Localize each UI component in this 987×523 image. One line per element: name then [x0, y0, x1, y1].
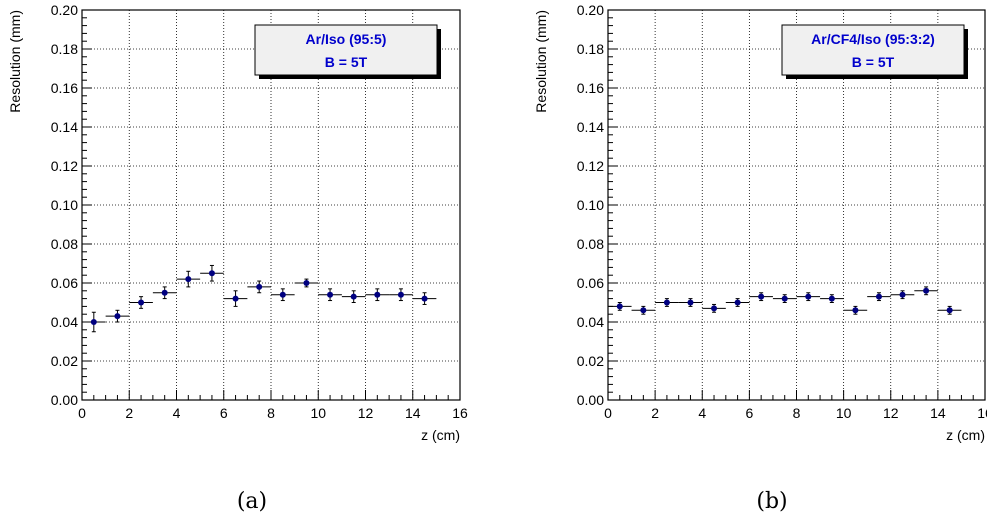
- y-tick-label: 0.08: [577, 236, 604, 252]
- panel-label: (a): [237, 489, 267, 514]
- data-point: [303, 280, 310, 286]
- data-point: [90, 319, 97, 325]
- legend-line-field: B = 5T: [852, 54, 895, 70]
- data-point: [640, 307, 647, 314]
- y-tick-label: 0.14: [51, 119, 78, 135]
- x-tick-label: 6: [745, 405, 753, 421]
- y-tick-label: 0.18: [51, 41, 78, 57]
- panel-label: (b): [756, 489, 787, 514]
- y-tick-label: 0.10: [577, 197, 604, 213]
- y-tick-label: 0.06: [577, 275, 604, 291]
- x-tick-label: 14: [930, 405, 946, 421]
- y-tick-label: 0.12: [51, 158, 78, 174]
- y-tick-label: 0.08: [51, 236, 78, 252]
- y-tick-label: 0.02: [51, 353, 78, 369]
- data-point: [256, 283, 263, 290]
- x-tick-label: 14: [405, 405, 421, 421]
- y-tick-label: 0.16: [51, 80, 78, 96]
- data-point: [663, 299, 670, 306]
- x-tick-label: 8: [793, 405, 801, 421]
- data-point: [875, 293, 882, 300]
- x-tick-label: 10: [836, 405, 852, 421]
- x-tick-label: 16: [452, 405, 468, 421]
- data-point: [421, 295, 428, 302]
- chart-panel-a: 0 2 4 6 8 10 12 14 16 0.00 0.02 0.04 0.06 0.08 0.10 0.1…: [7, 2, 468, 514]
- data-point: [114, 313, 121, 320]
- data-point: [781, 295, 788, 302]
- plot-frame: [607, 9, 986, 401]
- x-tick-label: 0: [604, 405, 612, 421]
- data-point: [946, 307, 953, 314]
- data-point: [616, 303, 623, 310]
- y-tick-label: 0.04: [51, 314, 78, 330]
- legend-box: [254, 24, 438, 76]
- x-tick-label: 16: [977, 405, 987, 421]
- x-tick-label: 8: [267, 405, 275, 421]
- x-tick-label: 4: [698, 405, 706, 421]
- x-axis-title: z (cm): [421, 427, 460, 443]
- data-point: [828, 295, 835, 302]
- y-tick-label: 0.04: [577, 314, 604, 330]
- y-tick-label: 0.14: [577, 119, 604, 135]
- x-tick-label: 6: [220, 405, 228, 421]
- data-point: [138, 299, 145, 306]
- y-tick-label: 0.16: [577, 80, 604, 96]
- x-tick-label: 12: [883, 405, 899, 421]
- data-point: [208, 270, 215, 277]
- y-tick-label: 0.10: [51, 197, 78, 213]
- legend-line-gas: Ar/CF4/Iso (95:3:2): [811, 31, 935, 47]
- x-tick-label: 2: [125, 405, 133, 421]
- data-point: [350, 293, 357, 300]
- y-tick-label: 0.18: [577, 41, 604, 57]
- x-tick-label: 0: [78, 405, 86, 421]
- data-point: [232, 295, 239, 302]
- legend-box: [781, 24, 965, 76]
- y-tick-label: 0.20: [577, 2, 604, 18]
- legend-line-field: B = 5T: [325, 54, 368, 70]
- y-tick-label: 0.12: [577, 158, 604, 174]
- data-point: [711, 305, 718, 312]
- data-point: [397, 291, 404, 298]
- x-axis-title: z (cm): [946, 427, 985, 443]
- x-tick-label: 4: [173, 405, 181, 421]
- y-tick-label: 0.00: [577, 392, 604, 408]
- y-tick-label: 0.20: [51, 2, 78, 18]
- data-point: [374, 291, 381, 298]
- data-point: [279, 291, 286, 298]
- data-point: [923, 287, 930, 294]
- data-point: [734, 299, 741, 306]
- y-tick-label: 0.00: [51, 392, 78, 408]
- data-point: [852, 307, 859, 314]
- x-tick-label: 12: [358, 405, 374, 421]
- data-point: [327, 291, 334, 298]
- y-axis-title: Resolution (mm): [533, 10, 549, 113]
- chart-panel-b: 0 2 4 6 8 10 12 14 16 0.00 0.02 0.04 0.06 0.08 0.10 0.1…: [533, 2, 987, 514]
- data-point: [805, 293, 812, 300]
- y-tick-label: 0.02: [577, 353, 604, 369]
- data-point: [185, 276, 192, 283]
- y-tick-label: 0.06: [51, 275, 78, 291]
- y-axis-title: Resolution (mm): [7, 10, 23, 113]
- data-point: [687, 299, 694, 306]
- data-point: [758, 293, 765, 300]
- legend-line-gas: Ar/Iso (95:5): [306, 31, 387, 47]
- data-point: [899, 291, 906, 298]
- data-point: [161, 289, 168, 296]
- x-tick-label: 2: [651, 405, 659, 421]
- x-tick-label: 10: [310, 405, 326, 421]
- plot-frame: [81, 9, 461, 401]
